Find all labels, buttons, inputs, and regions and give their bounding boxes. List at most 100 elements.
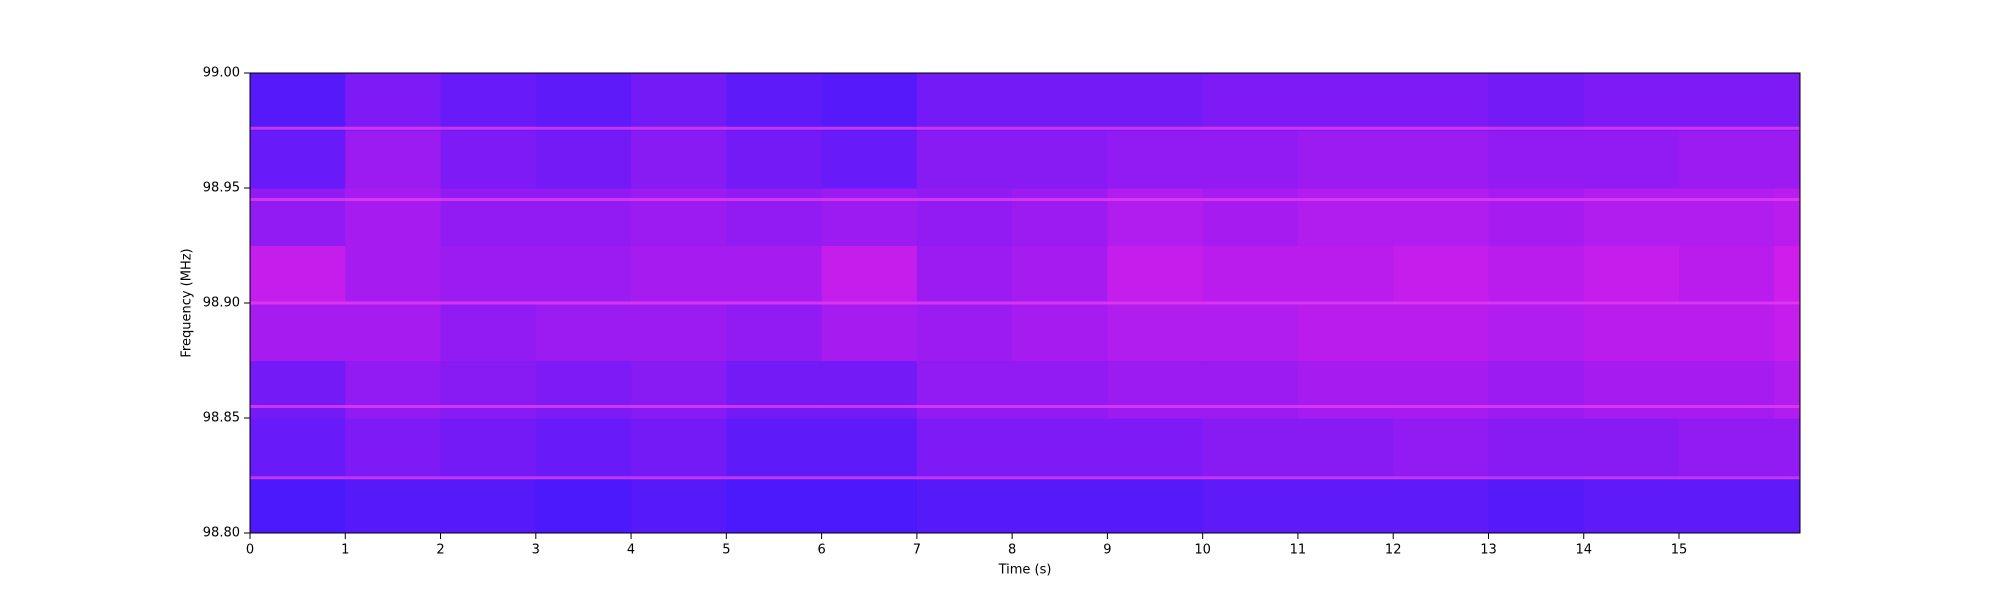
heat-cell <box>440 130 537 189</box>
heat-cell <box>345 418 442 476</box>
heat-cell <box>1583 303 1680 361</box>
heat-cell <box>1297 73 1394 131</box>
heat-cell <box>250 188 346 246</box>
heat-cell <box>631 475 727 534</box>
heat-cell <box>631 73 727 131</box>
heat-cell <box>726 245 823 304</box>
heat-cell <box>726 130 823 189</box>
x-tick-label: 0 <box>246 543 254 558</box>
heat-cell <box>1393 303 1489 361</box>
x-tick-label: 3 <box>532 543 540 558</box>
heat-cell <box>250 303 346 361</box>
x-tick-label: 13 <box>1480 543 1497 558</box>
heat-cell <box>1393 360 1489 419</box>
heat-cell <box>1107 130 1204 189</box>
heat-cell <box>535 130 632 189</box>
heat-cell <box>821 245 918 304</box>
y-tick-label: 98.85 <box>203 411 240 426</box>
heat-cell <box>250 245 346 304</box>
heat-cell <box>1107 418 1204 476</box>
heat-cell <box>916 418 1013 476</box>
heat-cell <box>1202 418 1299 476</box>
heat-cell <box>1488 475 1585 534</box>
heat-cell <box>916 303 1013 361</box>
heat-cell <box>1202 303 1299 361</box>
heat-cell <box>1679 130 1775 189</box>
heat-cell <box>1297 360 1394 419</box>
heat-cell <box>535 303 632 361</box>
heat-cell <box>1297 475 1394 534</box>
heat-cell <box>1774 303 1801 361</box>
heat-cell <box>250 475 346 534</box>
heat-cell <box>1774 245 1801 304</box>
heat-cell <box>1679 360 1775 419</box>
heat-cell <box>821 303 918 361</box>
heat-cell <box>1488 303 1585 361</box>
heat-cell <box>345 130 442 189</box>
heat-cell <box>345 245 442 304</box>
heat-cell <box>1107 73 1204 131</box>
heat-cell <box>535 245 632 304</box>
y-tick-label: 98.80 <box>203 526 240 541</box>
heat-cell <box>821 418 918 476</box>
heat-cell <box>1297 418 1394 476</box>
heat-cell <box>1679 303 1775 361</box>
heat-cell <box>631 418 727 476</box>
heat-cell <box>1107 188 1204 246</box>
heat-cell <box>440 303 537 361</box>
heat-cell <box>440 188 537 246</box>
heat-cell <box>1679 245 1775 304</box>
heat-cell <box>631 245 727 304</box>
heat-cell <box>440 245 537 304</box>
heat-cell <box>1202 73 1299 131</box>
heat-cell <box>250 73 346 131</box>
heat-cell <box>1488 130 1585 189</box>
heat-cell <box>1583 130 1680 189</box>
x-tick-label: 12 <box>1385 543 1402 558</box>
heat-cell <box>1488 418 1585 476</box>
x-tick-label: 11 <box>1290 543 1307 558</box>
heat-cell <box>1012 130 1108 189</box>
heat-cell <box>1583 475 1680 534</box>
heat-cell <box>1774 360 1801 419</box>
y-tick-label: 98.95 <box>203 181 240 196</box>
heat-cell <box>1583 188 1680 246</box>
heat-cell <box>1393 245 1489 304</box>
heat-cell <box>1107 245 1204 304</box>
heat-cell <box>631 188 727 246</box>
heat-cell <box>345 475 442 534</box>
heat-cell <box>1393 188 1489 246</box>
x-tick-label: 7 <box>913 543 921 558</box>
y-tick-label: 99.00 <box>203 66 240 81</box>
x-tick-label: 1 <box>341 543 349 558</box>
heat-cell <box>250 130 346 189</box>
heat-cell <box>345 188 442 246</box>
heat-cell <box>631 303 727 361</box>
heat-cell <box>1393 475 1489 534</box>
heat-cell <box>1012 475 1108 534</box>
heat-cell <box>1774 130 1801 189</box>
heat-cell <box>916 188 1013 246</box>
heat-cell <box>1202 475 1299 534</box>
heat-cell <box>345 73 442 131</box>
heat-cell <box>1297 130 1394 189</box>
heat-cell <box>1679 73 1775 131</box>
heat-cell <box>535 73 632 131</box>
heat-cell <box>1583 418 1680 476</box>
heat-cell <box>1679 188 1775 246</box>
heat-cell <box>726 418 823 476</box>
heat-cell <box>1774 188 1801 246</box>
heat-cell <box>1202 188 1299 246</box>
heat-cell <box>535 188 632 246</box>
heat-cell <box>1107 475 1204 534</box>
x-tick-label: 15 <box>1671 543 1688 558</box>
heat-cell <box>440 418 537 476</box>
heat-cell <box>1202 360 1299 419</box>
heat-cell <box>821 475 918 534</box>
heat-cell <box>916 130 1013 189</box>
heat-cell <box>1202 130 1299 189</box>
heat-cell <box>1583 245 1680 304</box>
heat-cell <box>1488 245 1585 304</box>
y-tick-label: 98.90 <box>203 296 240 311</box>
heat-cell <box>1107 360 1204 419</box>
